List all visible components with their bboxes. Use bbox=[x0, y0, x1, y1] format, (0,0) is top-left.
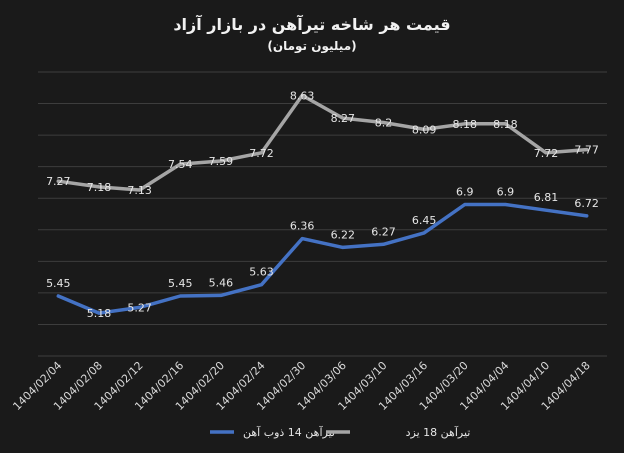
data-label: 7.13 bbox=[127, 184, 152, 197]
data-label: 5.45 bbox=[46, 277, 71, 290]
data-label: 6.36 bbox=[290, 220, 315, 233]
data-label: 6.45 bbox=[412, 214, 437, 227]
data-label: 6.27 bbox=[371, 225, 396, 238]
data-label: 7.72 bbox=[249, 147, 274, 160]
chart-subtitle: (میلیون تومان) bbox=[267, 39, 356, 54]
data-label: 6.9 bbox=[456, 186, 474, 199]
data-label: 5.63 bbox=[249, 266, 274, 279]
data-label: 8.18 bbox=[493, 118, 518, 131]
legend: تیرآهن 14 ذوب آهن تیرآهن 18 یزد bbox=[210, 425, 470, 439]
series-line bbox=[56, 93, 589, 192]
data-label: 8.09 bbox=[412, 123, 437, 136]
series-line bbox=[56, 202, 589, 315]
data-label: 6.22 bbox=[331, 228, 356, 241]
data-label: 8.18 bbox=[453, 118, 478, 131]
chart-title: قیمت هر شاخه تیرآهن در بازار آزاد bbox=[173, 14, 450, 34]
data-label: 6.9 bbox=[497, 186, 515, 199]
data-label: 5.46 bbox=[209, 276, 234, 289]
data-label: 7.77 bbox=[574, 144, 599, 157]
data-label: 7.72 bbox=[534, 147, 559, 160]
x-axis-tick-labels: 1404/02/041404/02/081404/02/121404/02/16… bbox=[10, 359, 592, 413]
series-lines bbox=[56, 93, 589, 315]
data-label: 8.63 bbox=[290, 89, 315, 102]
data-label: 7.54 bbox=[168, 158, 193, 171]
data-label: 8.2 bbox=[375, 116, 393, 129]
data-label: 5.18 bbox=[87, 307, 112, 320]
legend-label: تیرآهن 14 ذوب آهن bbox=[243, 425, 335, 439]
data-label: 7.27 bbox=[46, 175, 71, 188]
data-label: 7.59 bbox=[209, 155, 234, 168]
data-label: 8.27 bbox=[331, 112, 356, 125]
data-label: 5.27 bbox=[127, 301, 152, 314]
data-label: 7.18 bbox=[87, 181, 112, 194]
grid-layer bbox=[38, 71, 607, 357]
data-label: 5.45 bbox=[168, 277, 193, 290]
data-label: 6.81 bbox=[534, 191, 559, 204]
data-labels: 5.45 5.18 5.27 5.45 5.46 5.63 6.36 6.22 6.27 6.45… bbox=[46, 89, 599, 320]
legend-label: تیرآهن 18 یزد bbox=[406, 425, 471, 439]
data-label: 6.72 bbox=[574, 197, 599, 210]
